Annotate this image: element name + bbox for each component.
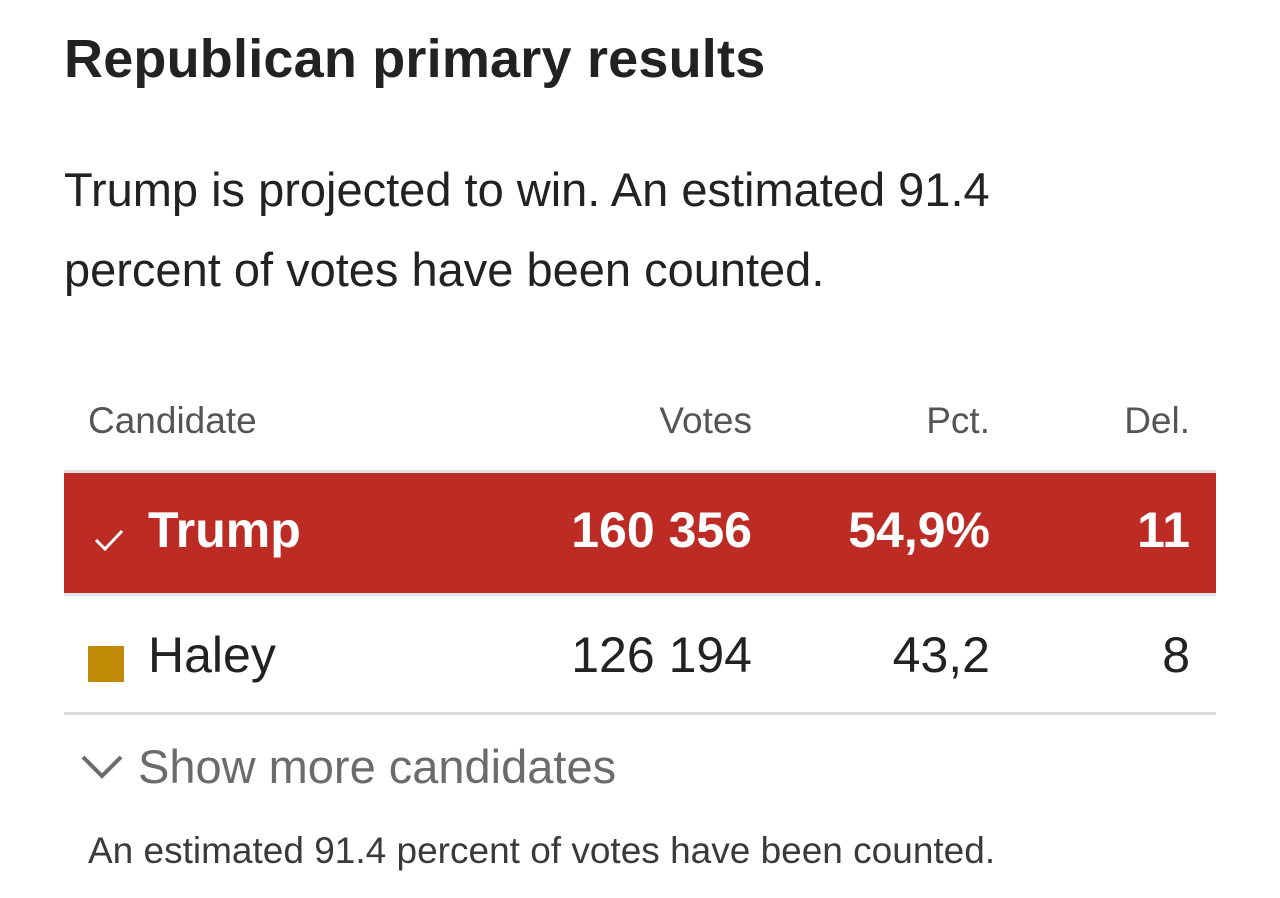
candidate-votes: 160 356 [571, 502, 752, 558]
table-row-haley: Haley 126 194 43,2 8 [64, 593, 1216, 715]
header-votes: Votes [659, 400, 752, 441]
projection-summary: Trump is projected to win. An estimated … [64, 163, 990, 296]
candidate-pct: 43,2 [892, 627, 990, 683]
header-delegates: Del. [1124, 400, 1190, 441]
candidate-name: Trump [148, 502, 301, 558]
chevron-down-icon [81, 755, 123, 779]
table-header: Candidate Votes Pct. Del. [64, 386, 1216, 473]
candidate-name: Haley [148, 627, 276, 683]
page-title: Republican primary results [64, 29, 766, 89]
show-more-label: Show more candidates [138, 739, 617, 793]
checkmark-icon [94, 529, 124, 551]
footnote: An estimated 91.4 percent of votes have … [88, 830, 996, 871]
candidate-delegates: 11 [1137, 502, 1190, 558]
candidate-votes: 126 194 [571, 627, 752, 683]
results-table: Candidate Votes Pct. Del. Trump 160 356 … [64, 386, 1216, 715]
header-candidate: Candidate [88, 400, 257, 441]
show-more-candidates-button[interactable]: Show more candidates [80, 736, 616, 796]
header-pct: Pct. [926, 400, 990, 441]
candidate-delegates: 8 [1162, 627, 1190, 683]
table-row-trump: Trump 160 356 54,9% 11 [64, 473, 1216, 593]
candidate-pct: 54,9% [848, 502, 990, 558]
color-swatch-icon [88, 646, 124, 682]
